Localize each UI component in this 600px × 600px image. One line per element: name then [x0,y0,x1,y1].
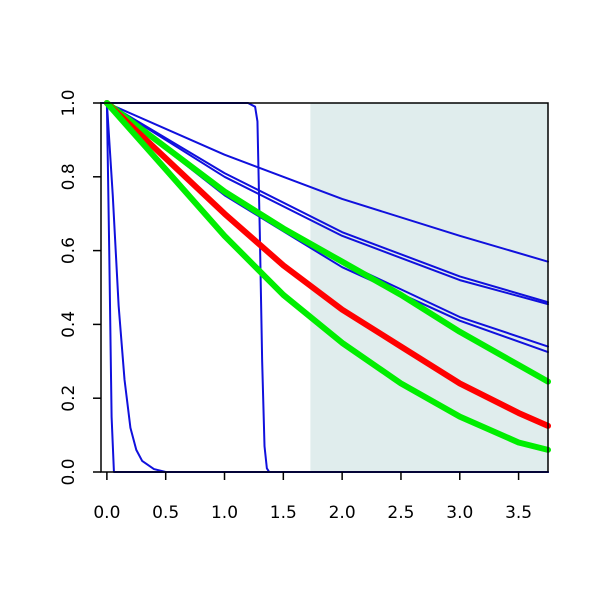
y-tick-label: 0.8 [59,163,79,190]
x-tick-label: 2.0 [329,503,356,523]
shaded-region [310,103,548,472]
y-tick-label: 0.2 [59,385,79,412]
y-tick-label: 1.0 [59,89,79,116]
series-line-3 [105,102,549,306]
x-tick-label: 3.5 [505,503,532,523]
shaded-region-layer [310,103,548,472]
y-tick-label: 0.4 [59,311,79,338]
series-line-7 [103,100,551,429]
x-tick-label: 0.0 [93,503,120,523]
series-line-6 [103,100,551,385]
plot-frame [100,102,549,473]
series-line-2 [105,102,549,304]
series-line-11 [100,102,549,473]
y-tick-label: 0.0 [59,458,79,485]
x-tick-label: 1.5 [270,503,297,523]
x-tick-label: 2.5 [387,503,414,523]
axes-layer: 0.0 0.5 1.0 1.5 2.0 2.5 3.0 3.5 0.0 0.2 0.4 0.6 0.8 1… [59,89,549,523]
series-line-10 [100,102,549,473]
series-line-1 [105,102,549,263]
x-tick-label: 3.0 [446,503,473,523]
x-tick-label: 1.0 [211,503,238,523]
series-line-8 [103,100,551,453]
y-tick-label: 0.6 [59,237,79,264]
x-tick-label: 0.5 [152,503,179,523]
